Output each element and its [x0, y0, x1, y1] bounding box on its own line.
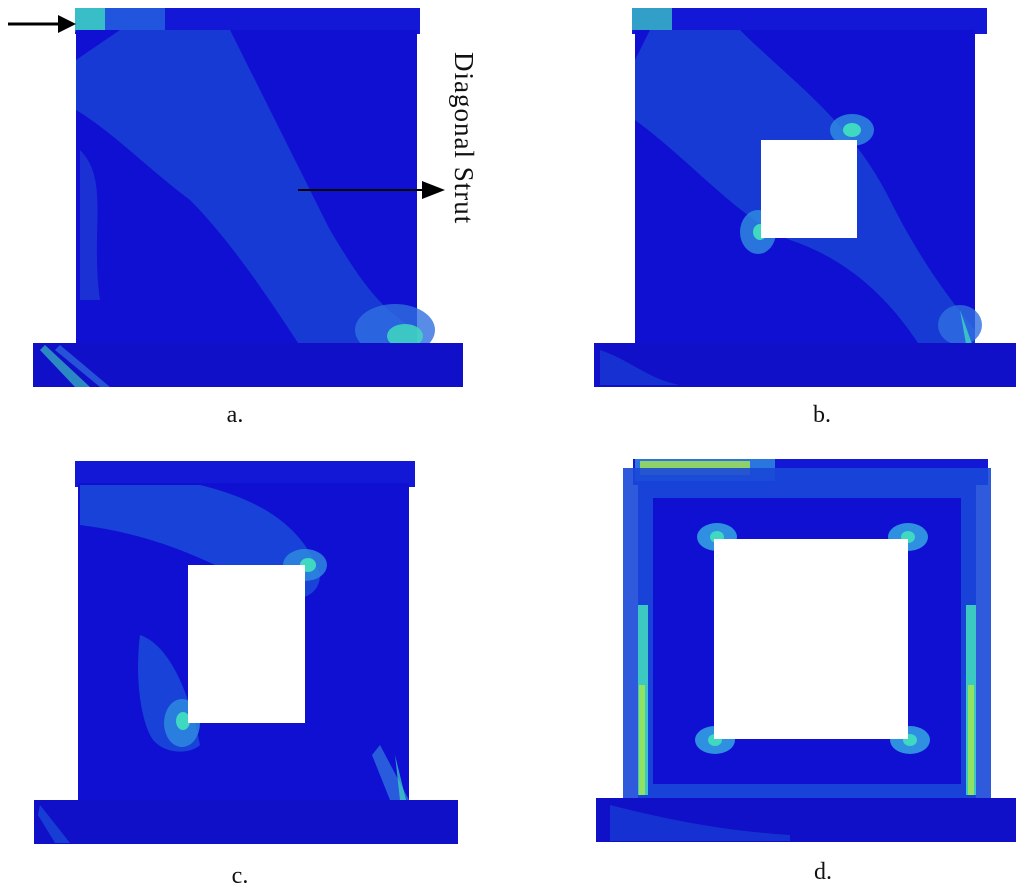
window-opening [188, 565, 305, 723]
caption-a: a. [226, 402, 244, 428]
window-opening [761, 140, 857, 238]
base-beam [594, 343, 1016, 387]
strut-arrow-head [422, 181, 445, 199]
caption-c: c. [231, 863, 249, 889]
right-column-stress-max [968, 685, 974, 795]
base-crack [55, 345, 110, 387]
top-slab [75, 461, 415, 487]
panel-a-contour [8, 8, 463, 387]
slab-stress-peak [632, 8, 672, 30]
panel-c-contour [34, 461, 458, 844]
panel-b-contour [594, 8, 1016, 387]
panel-d: d. [590, 455, 1017, 890]
load-arrow-head [58, 15, 76, 33]
top-slab [632, 8, 987, 34]
panel-b: b. [590, 0, 1017, 440]
diagonal-strut-band [76, 30, 417, 346]
caption-d: d. [814, 859, 832, 885]
diagonal-strut-label: Diagonal Strut [449, 52, 479, 225]
base-beam [33, 343, 463, 387]
corner-stress-peak [843, 123, 861, 137]
left-column-stress-max [639, 685, 645, 795]
toe-stress-peak [960, 310, 972, 344]
toe-stress-zone [938, 305, 982, 345]
base-beam [34, 800, 458, 844]
toe-stress-peak [387, 324, 423, 348]
left-crack-zone [80, 150, 100, 300]
base-stress-zone [38, 805, 70, 843]
base-crack [40, 345, 90, 387]
base-stress-zone [600, 350, 680, 385]
slab-stress-peak [75, 8, 105, 30]
panel-d-contour [596, 459, 1016, 842]
panel-c: c. [0, 455, 480, 890]
window-opening [714, 539, 908, 739]
corner-stress-peak [176, 712, 190, 730]
base-stress-zone [610, 805, 790, 841]
panel-a: Diagonal Strut a. [0, 0, 480, 440]
caption-b: b. [813, 402, 831, 428]
toe-stress-peak [395, 755, 406, 800]
